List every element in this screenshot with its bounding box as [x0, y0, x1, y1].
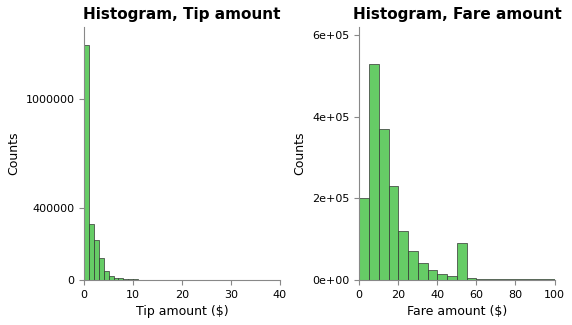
Bar: [99, 258, 104, 280]
Bar: [109, 276, 113, 280]
Bar: [447, 276, 457, 280]
Bar: [408, 251, 418, 280]
Bar: [476, 279, 555, 280]
Bar: [379, 129, 388, 280]
Bar: [418, 264, 428, 280]
Bar: [128, 279, 133, 280]
Bar: [467, 278, 476, 280]
Y-axis label: Counts: Counts: [293, 132, 307, 175]
Y-axis label: Counts: Counts: [7, 132, 20, 175]
X-axis label: Fare amount ($): Fare amount ($): [407, 305, 507, 318]
X-axis label: Tip amount ($): Tip amount ($): [136, 305, 228, 318]
Bar: [457, 243, 467, 280]
Bar: [369, 64, 379, 280]
Bar: [104, 271, 109, 280]
Bar: [398, 231, 408, 280]
Title: Histogram, Fare amount: Histogram, Fare amount: [352, 7, 561, 22]
Bar: [89, 224, 94, 280]
Bar: [118, 278, 124, 280]
Bar: [428, 270, 438, 280]
Bar: [124, 279, 128, 280]
Bar: [359, 198, 369, 280]
Bar: [113, 278, 118, 280]
Bar: [94, 240, 99, 280]
Title: Histogram, Tip amount: Histogram, Tip amount: [83, 7, 281, 22]
Bar: [388, 186, 398, 280]
Bar: [438, 274, 447, 280]
Bar: [84, 45, 89, 280]
